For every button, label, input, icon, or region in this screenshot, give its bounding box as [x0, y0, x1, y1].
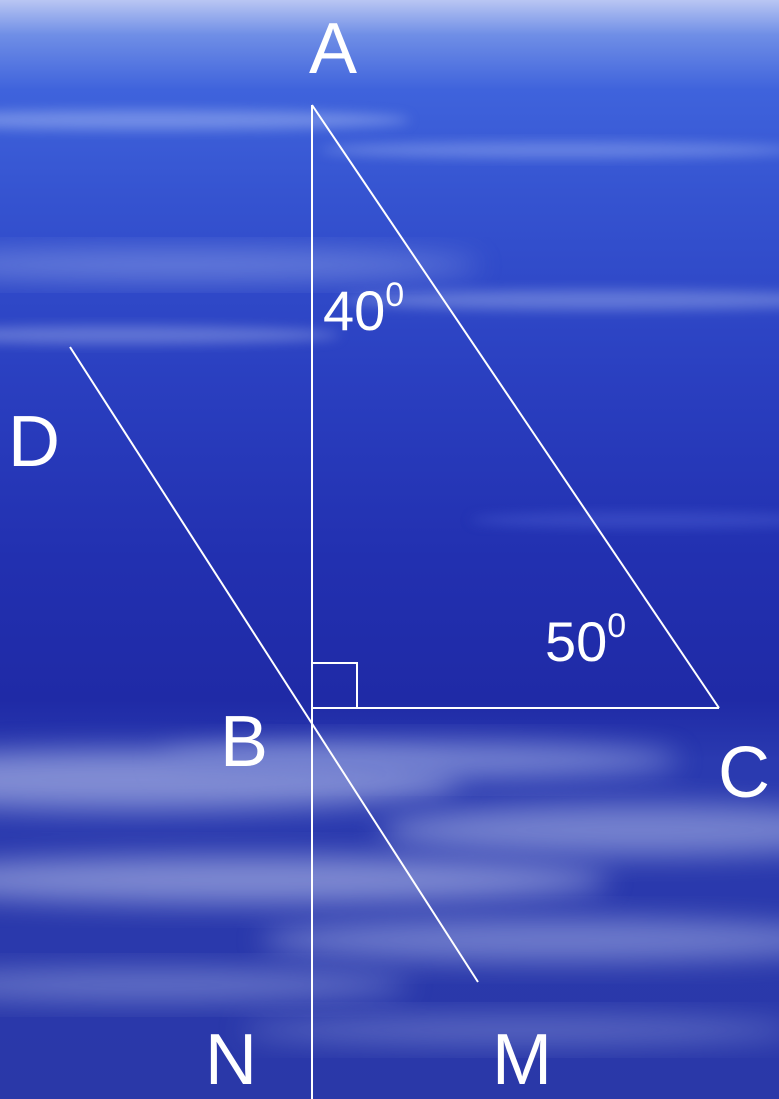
point-label-M: M: [492, 1020, 552, 1099]
right-angle-marker: [312, 662, 358, 708]
point-label-C: C: [718, 733, 770, 813]
point-label-B: B: [220, 702, 268, 782]
angle-C-value: 50: [545, 610, 607, 673]
point-label-A: A: [309, 9, 357, 89]
segment-AC: [311, 104, 720, 709]
line-DM: [69, 346, 479, 983]
cloud-streaks: [0, 110, 779, 1044]
angle-A-label: 400: [323, 276, 404, 342]
point-label-N: N: [205, 1020, 257, 1099]
point-label-D: D: [8, 402, 60, 482]
angle-C-label: 500: [545, 607, 626, 673]
angle-C-degree: 0: [607, 607, 626, 645]
angle-A-value: 40: [323, 279, 385, 342]
angle-A-degree: 0: [385, 276, 404, 314]
